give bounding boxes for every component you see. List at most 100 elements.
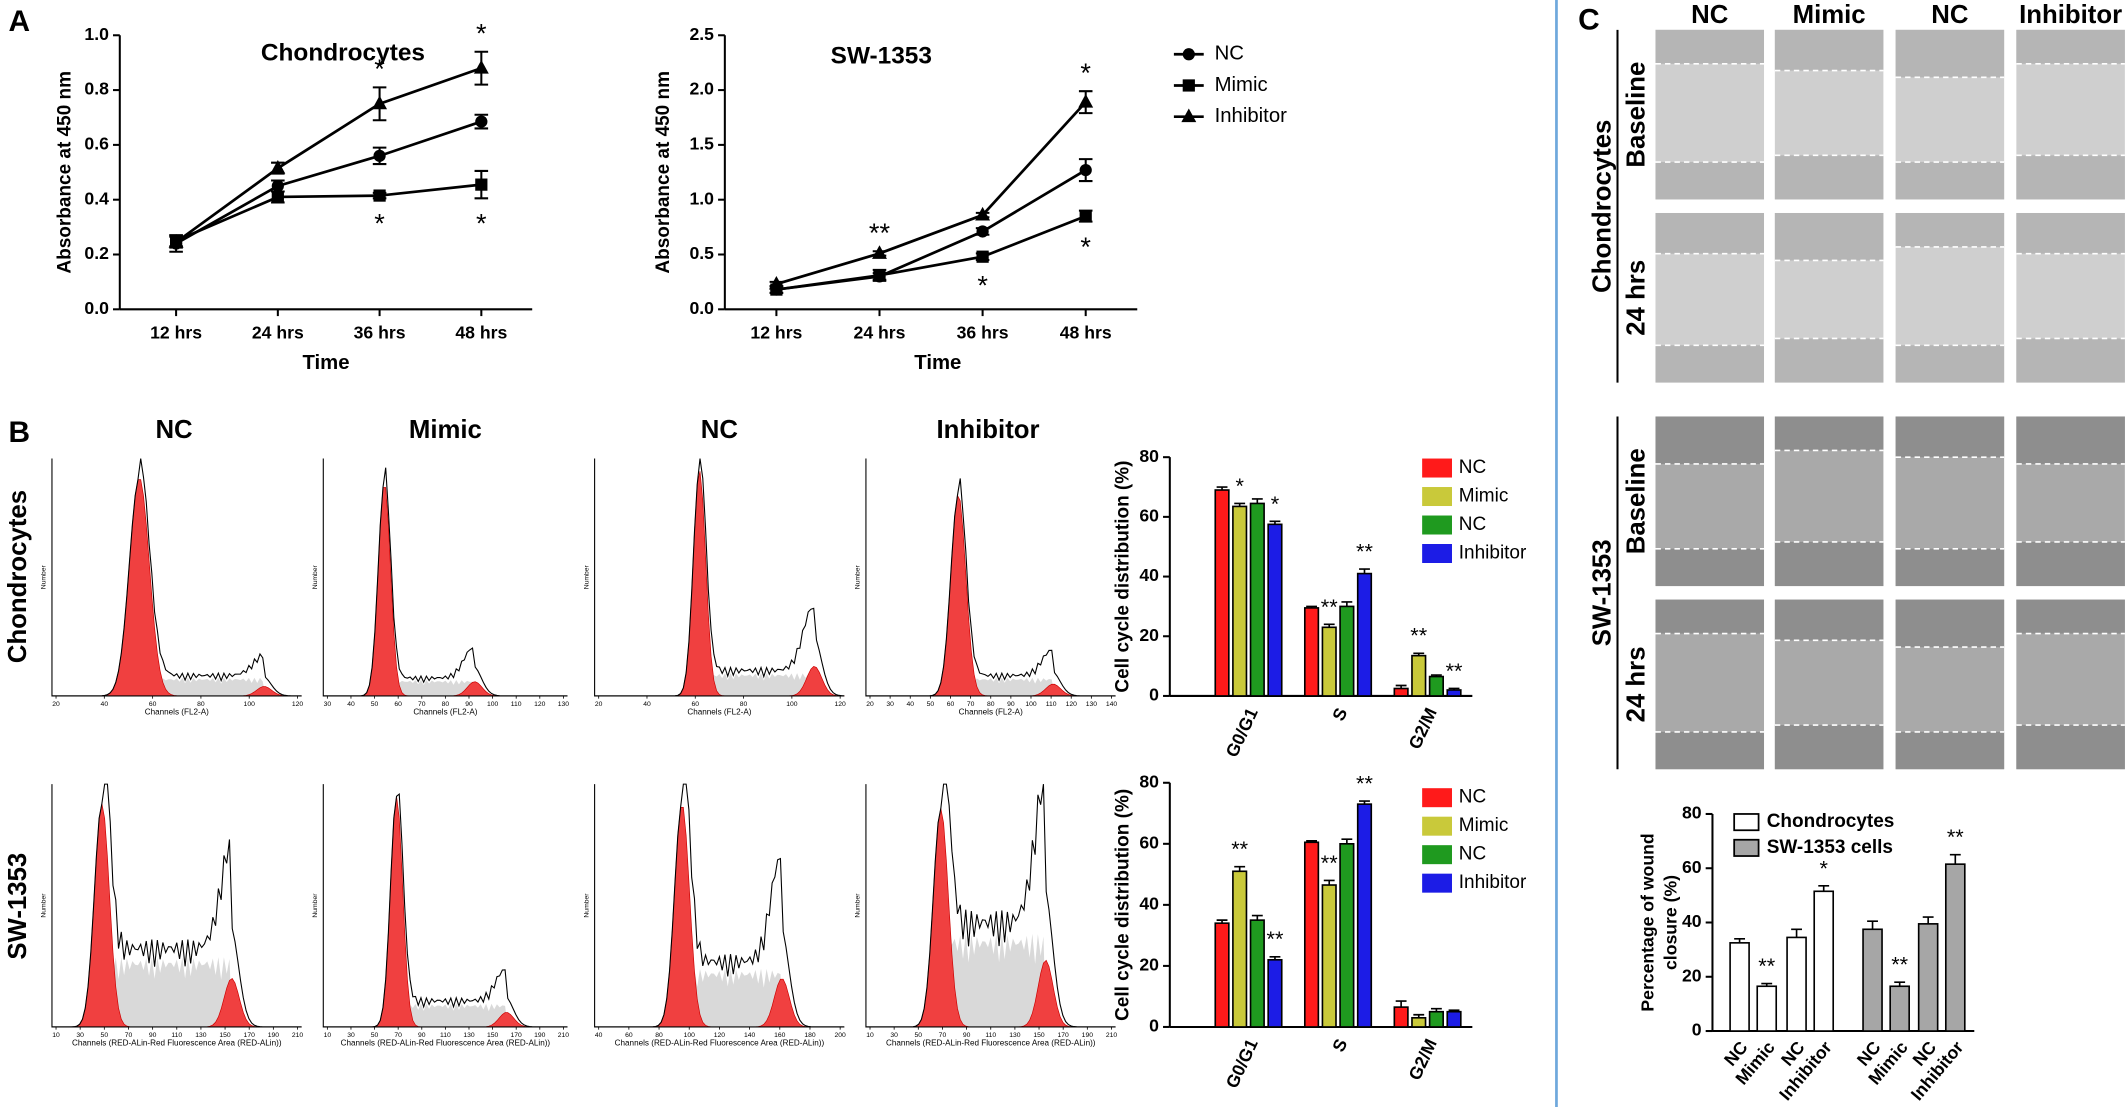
- annotation: **: [1321, 850, 1338, 875]
- y-axis-label: Number: [312, 564, 319, 589]
- x-tick-label: 110: [440, 1032, 451, 1039]
- x-axis-label: Time: [914, 352, 961, 374]
- x-tick-label: 120: [714, 1032, 726, 1039]
- x-axis-label: Channels (RED-ALin-Red Fluorescence Area…: [615, 1038, 825, 1047]
- x-tick-label: 60: [625, 1032, 633, 1039]
- y-tick-label: 0.6: [84, 134, 109, 154]
- marker: [270, 160, 286, 174]
- cell-layer: [2016, 416, 2125, 464]
- x-tick-label: 150: [219, 1032, 231, 1039]
- legend-swatch: [1422, 458, 1452, 478]
- legend-label: Inhibitor: [1459, 543, 1527, 564]
- x-tick-label: 110: [511, 701, 522, 708]
- x-tick-label: 160: [774, 1032, 786, 1039]
- y-tick-label: 80: [1139, 771, 1159, 791]
- y-tick-label: 0.0: [689, 298, 714, 318]
- row-label: Chondrocytes: [4, 490, 32, 663]
- marker: [768, 275, 784, 290]
- x-tick-label: 40: [595, 1032, 603, 1039]
- error-bar: [1734, 937, 1746, 943]
- marker: [271, 190, 284, 204]
- bar: [1446, 689, 1462, 697]
- x-tick-label: 110: [985, 1032, 996, 1039]
- x-axis-label: Time: [302, 352, 349, 374]
- bar: [1786, 936, 1807, 1032]
- x-tick-label: 80: [442, 701, 450, 708]
- x-tick-label: 40: [906, 701, 914, 708]
- marker: [873, 269, 886, 282]
- annotation: *: [476, 208, 487, 239]
- y-tick-label: 0: [1692, 1020, 1702, 1040]
- cell-layer: [1774, 338, 1884, 383]
- error-bar: [1395, 684, 1407, 689]
- histogram-frame: [51, 458, 302, 697]
- cell-layer: [1774, 599, 1884, 641]
- bar: [1267, 958, 1283, 1028]
- bar: [1428, 675, 1444, 697]
- marker: [373, 189, 386, 202]
- x-tick-label: 190: [1082, 1032, 1094, 1039]
- marker: [473, 60, 489, 74]
- bar: [1729, 942, 1750, 1032]
- error-bar: [1251, 914, 1263, 921]
- x-axis-label: Channels (FL2-A): [413, 707, 477, 716]
- annotation: **: [1947, 824, 1964, 849]
- x-tick-label: 10: [866, 1032, 874, 1039]
- y-axis-label: Number: [41, 564, 48, 589]
- bar: [1917, 923, 1939, 1032]
- column-title: Mimic: [1793, 1, 1866, 29]
- x-tick-label: 90: [963, 1032, 971, 1039]
- annotation: **: [1446, 658, 1463, 683]
- chart-title: Chondrocytes: [261, 40, 425, 67]
- marker: [1079, 210, 1092, 223]
- column-title: Inhibitor: [937, 416, 1040, 444]
- error-bar: [1269, 955, 1281, 960]
- x-tick-label: 130: [558, 701, 570, 708]
- legend-swatch: [1422, 544, 1452, 563]
- y-tick-label: 40: [1139, 565, 1159, 585]
- marker: [1078, 93, 1094, 108]
- legend-label: NC: [1459, 457, 1486, 478]
- error-bar: [1341, 601, 1353, 607]
- x-tick-label: 140: [1106, 701, 1118, 708]
- row-label: SW-1353: [4, 853, 32, 960]
- error-bar: [1448, 1009, 1460, 1012]
- legend-label: Inhibitor: [1215, 105, 1288, 127]
- x-tick-label: 180: [804, 1032, 816, 1039]
- panel-label: A: [9, 5, 31, 38]
- error-bar: [1430, 674, 1442, 677]
- bar: [1303, 841, 1320, 1028]
- legend-swatch: [1422, 816, 1452, 836]
- legend-label: NC: [1215, 43, 1244, 65]
- annotation: **: [1891, 952, 1908, 977]
- marker: [475, 178, 488, 191]
- bar: [1411, 1016, 1427, 1028]
- y-axis-label: Number: [583, 893, 590, 918]
- x-tick-label: 24 hrs: [252, 322, 304, 342]
- histogram-fill: [51, 677, 302, 696]
- x-tick-label: 70: [394, 1032, 402, 1039]
- bar: [1411, 654, 1427, 697]
- cell-layer: [2016, 155, 2125, 200]
- y-tick-label: 0.2: [84, 243, 109, 263]
- marker: [1181, 108, 1197, 123]
- x-tick-label: 190: [534, 1032, 546, 1039]
- y-axis-label: Number: [583, 564, 590, 589]
- x-tick-label: 80: [197, 701, 205, 708]
- cell-layer: [1774, 155, 1884, 200]
- x-tick-label: 30: [347, 1032, 355, 1039]
- cell-layer: [1895, 548, 2005, 587]
- row-label: Baseline: [1623, 448, 1651, 554]
- error-bar: [1306, 839, 1318, 843]
- annotation: *: [1819, 855, 1828, 880]
- legend-label: NC: [1459, 844, 1486, 865]
- y-tick-label: 1.0: [84, 24, 109, 44]
- x-tick-label: 130: [1086, 701, 1098, 708]
- bar: [1232, 505, 1248, 697]
- panel-label: C: [1578, 4, 1600, 37]
- bar: [1756, 985, 1778, 1032]
- y-axis-label: Number: [855, 893, 862, 918]
- panel-label: B: [9, 416, 31, 449]
- histogram-fill: [594, 673, 845, 696]
